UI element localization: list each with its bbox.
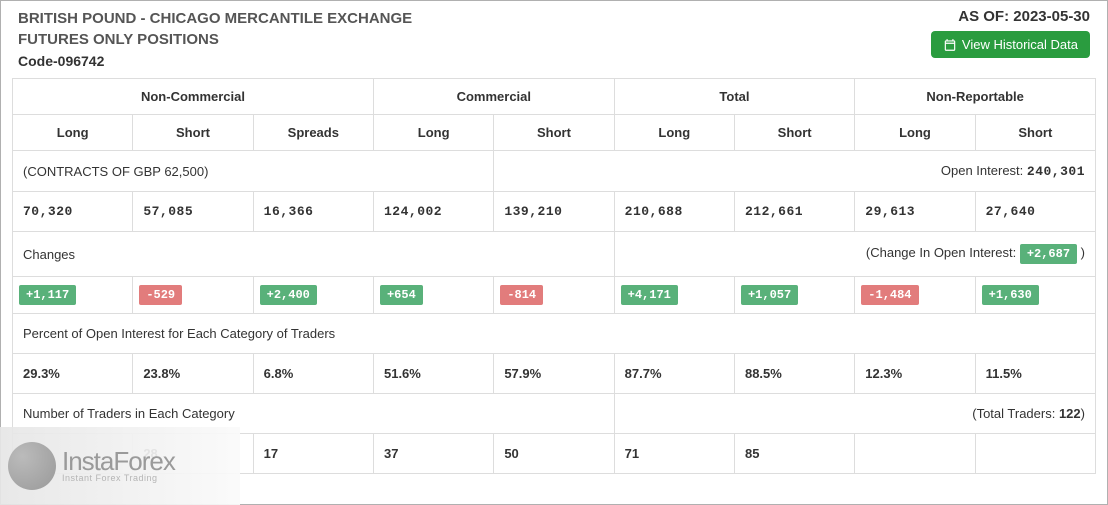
group-header: Non-Reportable	[855, 79, 1096, 115]
traders-cell	[975, 434, 1095, 474]
view-historical-label: View Historical Data	[962, 37, 1078, 52]
position-cell: 27,640	[975, 192, 1095, 232]
sub-header: Long	[855, 115, 975, 151]
traders-cell	[855, 434, 975, 474]
position-cell: 16,366	[253, 192, 373, 232]
watermark-brand: InstaForex	[62, 449, 175, 474]
change-cell: +2,400	[253, 277, 373, 314]
percent-cell: 12.3%	[855, 354, 975, 394]
traders-cell: 37	[373, 434, 493, 474]
traders-cell: 71	[614, 434, 734, 474]
percent-cell: 51.6%	[373, 354, 493, 394]
change-cell: -529	[133, 277, 253, 314]
change-cell: +1,117	[13, 277, 133, 314]
contracts-label: (CONTRACTS OF GBP 62,500)	[13, 151, 494, 192]
percent-cell: 29.3%	[13, 354, 133, 394]
traders-cell: 85	[734, 434, 854, 474]
group-header: Non-Commercial	[13, 79, 374, 115]
change-cell: -1,484	[855, 277, 975, 314]
sub-header: Long	[373, 115, 493, 151]
percent-cell: 88.5%	[734, 354, 854, 394]
globe-icon	[8, 442, 56, 490]
sub-header: Short	[133, 115, 253, 151]
report-code: Code-096742	[18, 50, 412, 72]
group-header-row: Non-CommercialCommercialTotalNon-Reporta…	[13, 79, 1096, 115]
position-cell: 139,210	[494, 192, 614, 232]
position-cell: 29,613	[855, 192, 975, 232]
changes-row: +1,117-529+2,400+654-814+4,171+1,057-1,4…	[13, 277, 1096, 314]
percent-cell: 57.9%	[494, 354, 614, 394]
header-left: BRITISH POUND - CHICAGO MERCANTILE EXCHA…	[18, 8, 412, 72]
as-of-label: AS OF:	[958, 8, 1009, 25]
open-interest: Open Interest: 240,301	[494, 151, 1096, 192]
traders-cell: 50	[494, 434, 614, 474]
total-traders: (Total Traders: 122)	[614, 394, 1095, 434]
position-cell: 124,002	[373, 192, 493, 232]
sub-header-row: LongShortSpreadsLongShortLongShortLongSh…	[13, 115, 1096, 151]
changes-header-row: Changes(Change In Open Interest: +2,687 …	[13, 232, 1096, 277]
percent-row: 29.3%23.8%6.8%51.6%57.9%87.7%88.5%12.3%1…	[13, 354, 1096, 394]
percent-header-row: Percent of Open Interest for Each Catego…	[13, 314, 1096, 354]
title-line-1: BRITISH POUND - CHICAGO MERCANTILE EXCHA…	[18, 8, 412, 29]
change-cell: +654	[373, 277, 493, 314]
view-historical-button[interactable]: View Historical Data	[931, 31, 1090, 58]
as-of-date: 2023-05-30	[1013, 8, 1090, 25]
positions-row: 70,32057,08516,366124,002139,210210,6882…	[13, 192, 1096, 232]
sub-header: Short	[734, 115, 854, 151]
change-cell: +1,057	[734, 277, 854, 314]
position-cell: 57,085	[133, 192, 253, 232]
as-of-line: AS OF: 2023-05-30	[931, 8, 1090, 25]
position-cell: 212,661	[734, 192, 854, 232]
sub-header: Spreads	[253, 115, 373, 151]
percent-cell: 11.5%	[975, 354, 1095, 394]
table-body: (CONTRACTS OF GBP 62,500)Open Interest: …	[13, 151, 1096, 474]
contracts-row: (CONTRACTS OF GBP 62,500)Open Interest: …	[13, 151, 1096, 192]
percent-cell: 87.7%	[614, 354, 734, 394]
group-header: Commercial	[373, 79, 614, 115]
percent-cell: 6.8%	[253, 354, 373, 394]
header-right: AS OF: 2023-05-30 View Historical Data	[931, 8, 1090, 72]
title-line-2: FUTURES ONLY POSITIONS	[18, 29, 412, 50]
positions-table: Non-CommercialCommercialTotalNon-Reporta…	[12, 78, 1096, 474]
position-cell: 70,320	[13, 192, 133, 232]
percent-label: Percent of Open Interest for Each Catego…	[13, 314, 1096, 354]
sub-header: Long	[13, 115, 133, 151]
report-header: BRITISH POUND - CHICAGO MERCANTILE EXCHA…	[0, 0, 1108, 78]
change-cell: +4,171	[614, 277, 734, 314]
percent-cell: 23.8%	[133, 354, 253, 394]
calendar-icon	[943, 38, 957, 52]
change-cell: +1,630	[975, 277, 1095, 314]
sub-header: Long	[614, 115, 734, 151]
change-cell: -814	[494, 277, 614, 314]
sub-header: Short	[975, 115, 1095, 151]
change-open-interest: (Change In Open Interest: +2,687 )	[614, 232, 1095, 277]
traders-cell: 17	[253, 434, 373, 474]
position-cell: 210,688	[614, 192, 734, 232]
watermark: InstaForex Instant Forex Trading	[0, 427, 240, 505]
sub-header: Short	[494, 115, 614, 151]
changes-label: Changes	[13, 232, 615, 277]
group-header: Total	[614, 79, 855, 115]
